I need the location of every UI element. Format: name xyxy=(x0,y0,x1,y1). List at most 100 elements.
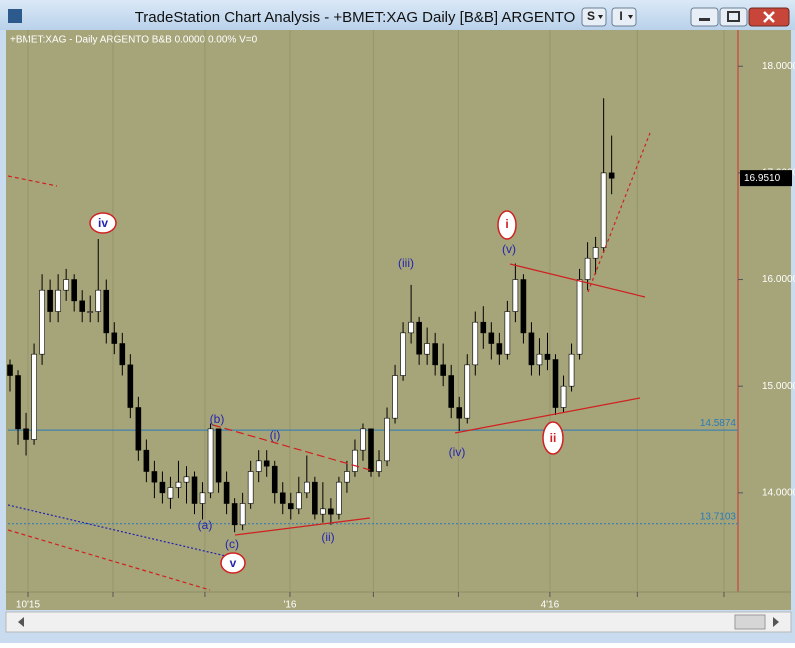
candle-body xyxy=(47,289,53,312)
trendline xyxy=(454,397,641,434)
trendlines xyxy=(7,132,651,591)
candle-body xyxy=(304,481,310,494)
trendline xyxy=(7,175,58,187)
candle-body xyxy=(392,375,398,419)
candle-body xyxy=(119,343,126,366)
candle-body xyxy=(223,481,230,504)
y-tick-label: 18.0000 xyxy=(762,61,795,72)
candle-body xyxy=(416,321,422,355)
trendline xyxy=(212,424,371,471)
candle-body xyxy=(23,428,29,440)
candle-body xyxy=(39,289,45,355)
trendline xyxy=(509,263,646,298)
candle-body xyxy=(7,364,13,376)
wave-label: ii xyxy=(550,431,557,445)
scroll-right[interactable] xyxy=(773,617,779,627)
x-tick-label: '16 xyxy=(283,600,296,611)
trendline xyxy=(7,529,211,591)
candle-body xyxy=(440,364,446,376)
candle-body xyxy=(247,471,254,504)
wave-label: v xyxy=(230,556,237,570)
candle-body xyxy=(312,481,318,515)
last-price-tag xyxy=(740,170,792,187)
candle-body xyxy=(55,289,61,312)
candle-body xyxy=(167,487,174,499)
candle-body xyxy=(287,503,294,510)
candle-body xyxy=(488,332,495,344)
wave-label: (ii) xyxy=(321,530,334,544)
candle-body xyxy=(111,332,118,344)
wave-label: (c) xyxy=(225,537,239,551)
candle-body xyxy=(63,279,69,291)
scrollbar[interactable] xyxy=(5,611,792,633)
s-button[interactable] xyxy=(581,7,607,27)
y-tick-label: 16.0000 xyxy=(762,274,795,285)
trendline xyxy=(587,132,651,293)
candle-body xyxy=(183,476,190,483)
candle-body xyxy=(504,311,511,355)
label-badge xyxy=(497,210,517,240)
i-button[interactable] xyxy=(611,7,637,27)
scroll-thumb[interactable] xyxy=(734,614,766,630)
i-button-label[interactable]: I xyxy=(619,9,622,23)
candle-body xyxy=(103,289,110,334)
candle-body xyxy=(584,257,591,280)
candle-body xyxy=(15,375,21,430)
wave-label: (iv) xyxy=(449,445,466,459)
wave-label: iv xyxy=(98,216,108,230)
candle-body xyxy=(191,476,198,504)
candle-body xyxy=(472,321,479,366)
candle-body xyxy=(143,449,150,472)
candle-body xyxy=(448,375,455,408)
candle-body xyxy=(512,279,519,312)
candle-body xyxy=(71,279,77,302)
x-tick-label: 10'15 xyxy=(16,600,41,611)
candle-body xyxy=(608,172,615,179)
scroll-left[interactable] xyxy=(18,617,24,627)
candle-body xyxy=(159,481,166,494)
dropdown-arrow xyxy=(628,15,633,19)
candle-body xyxy=(320,508,326,515)
wave-label: (iii) xyxy=(398,256,414,270)
window-title: TradeStation Chart Analysis - +BMET:XAG … xyxy=(135,9,576,26)
candle-body xyxy=(328,508,334,515)
wave-label: (v) xyxy=(502,242,516,256)
candle-body xyxy=(376,460,382,472)
candle-body xyxy=(344,471,350,483)
candle-body xyxy=(151,471,158,483)
candle-body xyxy=(231,503,238,526)
chart-info: +BMET:XAG - Daily ARGENTO B&B 0.0000 0.0… xyxy=(10,35,258,46)
candle-body xyxy=(600,172,607,248)
wave-label: i xyxy=(505,217,508,231)
trendline xyxy=(234,517,371,536)
candle-body xyxy=(295,492,302,510)
candle-body xyxy=(464,364,471,419)
candle-body xyxy=(239,503,246,526)
wave-label: (a) xyxy=(198,518,213,532)
candle-body xyxy=(480,321,487,334)
s-button-label[interactable]: S xyxy=(587,9,595,23)
candle-body xyxy=(199,492,206,504)
minimize-icon xyxy=(699,18,710,21)
candle-body xyxy=(336,481,342,515)
maximize-button[interactable] xyxy=(719,7,748,27)
price-level-label: 13.7103 xyxy=(700,511,737,522)
candle-body xyxy=(352,449,358,472)
minimize-button[interactable] xyxy=(690,7,719,27)
candle-body xyxy=(255,460,262,472)
candle-body xyxy=(79,300,86,312)
candle-body xyxy=(368,428,374,472)
candle-body xyxy=(271,465,278,494)
candle-body xyxy=(536,353,543,366)
candle-body xyxy=(127,364,134,408)
candle-body xyxy=(408,321,414,334)
candle-body xyxy=(400,332,406,376)
price-level-label: 14.5874 xyxy=(700,418,737,429)
candle-body xyxy=(552,359,559,408)
candle-body xyxy=(424,343,430,355)
candle-body xyxy=(544,353,551,360)
label-badge xyxy=(220,552,246,574)
candle-body xyxy=(568,353,575,387)
candle-body xyxy=(95,289,102,312)
candle-body xyxy=(215,428,222,483)
